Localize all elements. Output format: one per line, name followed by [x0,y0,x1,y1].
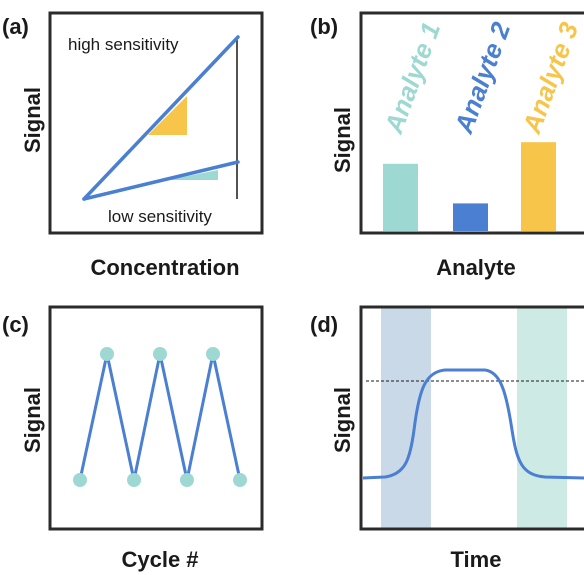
high-sensitivity-triangle [148,96,187,135]
cycle-point [233,473,247,487]
baseline-band [381,307,431,528]
panel-a-xlabel: Concentration [90,255,239,280]
panel-b-frame [359,11,584,235]
low-sensitivity-line [82,160,240,201]
high-sensitivity-label: high sensitivity [68,35,179,54]
panel-c-frame [48,305,264,531]
panel-d-tag: (d) [310,312,338,337]
cycle-point [180,473,194,487]
cycle-point [206,347,220,361]
panel-a-tag: (a) [2,14,29,39]
cycle-point [100,347,114,361]
panel-d-frame [359,305,584,531]
panel-a-frame [48,11,264,235]
bar-analyte-2 [453,203,488,231]
bar-series: Analyte 1 Analyte 2 Analyte 3 [378,18,584,231]
bar-analyte-1 [383,163,418,231]
panel-a-ylabel: Signal [20,87,45,153]
bar-label-analyte-3: Analyte 3 [516,18,584,138]
response-curve [362,368,584,480]
bar-analyte-3 [521,142,556,231]
panel-b-ylabel: Signal [330,107,355,173]
bar-label-analyte-2: Analyte 2 [448,18,516,138]
low-sensitivity-label: low sensitivity [108,207,212,226]
panel-d-ylabel: Signal [330,387,355,453]
panel-c-tag: (c) [2,312,29,337]
cycle-point [153,347,167,361]
panel-b-tag: (b) [310,14,338,39]
panel-b: (b) Signal Analyte 1 Analyte 2 Analyte 3 A… [310,11,584,280]
cycle-point [73,473,87,487]
panel-d-xlabel: Time [451,547,502,572]
panel-c: (c) Signal Cycle # [2,305,264,572]
panel-c-ylabel: Signal [20,387,45,453]
cycle-points [73,347,247,487]
panel-b-xlabel: Analyte [436,255,515,280]
cycle-point [127,473,141,487]
recovery-band [517,307,567,528]
bar-label-analyte-1: Analyte 1 [378,18,446,138]
panel-d: (d) Signal Time [310,305,584,572]
cycle-line [78,352,242,482]
panel-a: (a) Signal high sensitivity low sensitiv… [2,11,264,280]
high-sensitivity-line [82,35,240,201]
panel-c-xlabel: Cycle # [121,547,198,572]
